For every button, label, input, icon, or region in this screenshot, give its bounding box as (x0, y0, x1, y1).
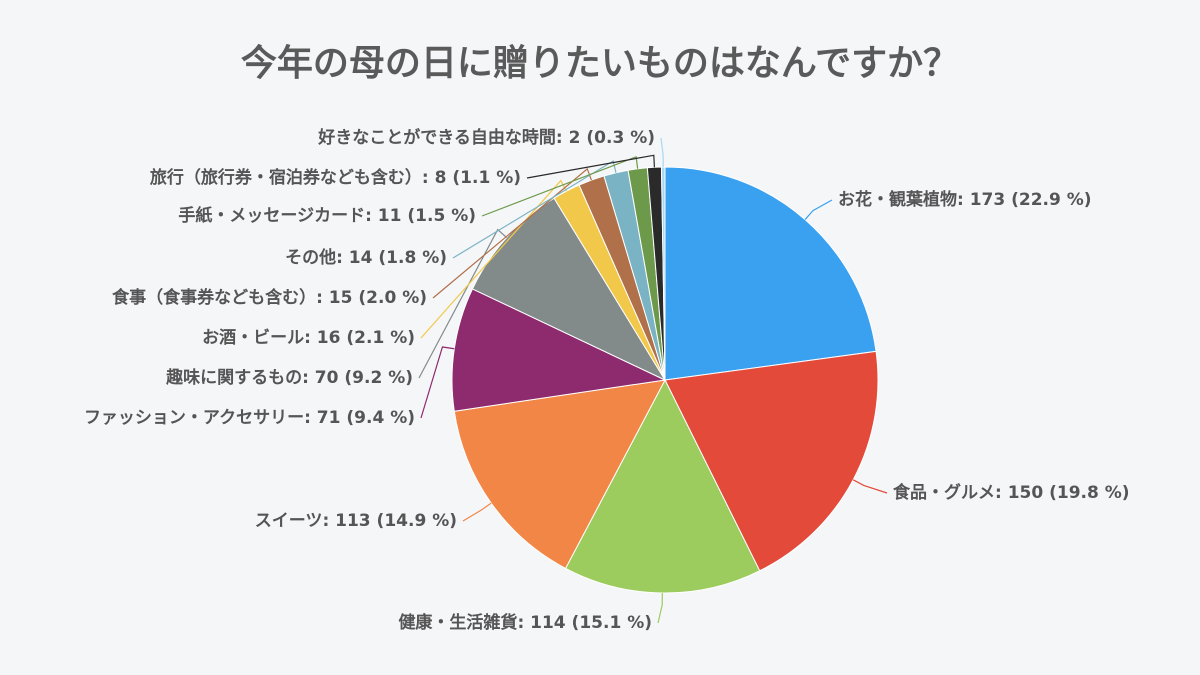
category-label: 食品・グルメ (893, 482, 995, 503)
leader-line (852, 479, 888, 494)
leader-line (418, 228, 508, 379)
slice-label: お酒・ビール: 16 (2.1 %) (202, 327, 415, 348)
value-label: : 150 (19.8 %) (995, 483, 1130, 503)
value-label: : 8 (1.1 %) (422, 168, 521, 188)
value-label: : 14 (1.8 %) (336, 248, 447, 268)
value-label: : 70 (9.2 %) (302, 368, 413, 388)
slice-label: 手紙・メッセージカード: 11 (1.5 %) (178, 205, 476, 226)
category-label: 食事（食事券なども含む） (112, 287, 316, 308)
category-label: ファッション・アクセサリー (84, 408, 304, 428)
value-label: : 113 (14.9 %) (322, 511, 457, 531)
category-label: お花・観葉植物 (838, 189, 957, 210)
slice-label: 趣味に関するもの: 70 (9.2 %) (165, 367, 413, 388)
value-label: : 16 (2.1 %) (304, 328, 415, 348)
slice-label: 食事（食事券なども含む）: 15 (2.0 %) (112, 287, 427, 308)
value-label: : 2 (0.3 %) (556, 128, 655, 148)
pie-slice (664, 350, 879, 572)
pie-slice (451, 288, 667, 412)
slice-label: 旅行（旅行券・宿泊券なども含む）: 8 (1.1 %) (150, 167, 521, 188)
slice-label: 食品・グルメ: 150 (19.8 %) (893, 482, 1130, 503)
slice-label: その他: 14 (1.8 %) (285, 247, 447, 268)
leader-line (481, 156, 639, 217)
category-label: 好きなことができる自由な時間 (317, 127, 556, 148)
category-label: 趣味に関するもの (165, 367, 302, 388)
leader-line (462, 502, 492, 522)
slice-label: お花・観葉植物: 173 (22.9 %) (838, 189, 1092, 210)
value-label: : 114 (15.1 %) (517, 613, 652, 633)
leader-line (452, 160, 617, 259)
category-label: スイーツ (255, 511, 323, 531)
leader-line (660, 137, 664, 168)
leader-line (420, 346, 455, 419)
leader-line (657, 592, 663, 624)
category-label: 健康・生活雑貨 (398, 612, 517, 633)
category-label: お酒・ビール (202, 327, 304, 348)
slice-label: ファッション・アクセサリー: 71 (9.4 %) (84, 408, 415, 428)
leader-line (804, 199, 833, 220)
value-label: : 173 (22.9 %) (957, 190, 1092, 210)
value-label: : 15 (2.0 %) (316, 288, 427, 308)
value-label: : 11 (1.5 %) (365, 206, 476, 226)
slice-label: 好きなことができる自由な時間: 2 (0.3 %) (317, 127, 655, 148)
pie-slice (664, 166, 877, 381)
value-label: : 71 (9.4 %) (304, 408, 415, 428)
category-label: その他 (285, 247, 336, 268)
slice-label: スイーツ: 113 (14.9 %) (255, 511, 457, 531)
category-label: 手紙・メッセージカード (178, 205, 365, 226)
category-label: 旅行（旅行券・宿泊券なども含む） (150, 167, 422, 188)
pie-slice (564, 378, 761, 594)
slice-label: 健康・生活雑貨: 114 (15.1 %) (398, 612, 652, 633)
leader-line (526, 154, 655, 179)
pie-slice (453, 379, 666, 570)
chart-title: 今年の母の日に贈りたいものはなんですか？ (241, 43, 959, 84)
leader-line (432, 167, 592, 299)
